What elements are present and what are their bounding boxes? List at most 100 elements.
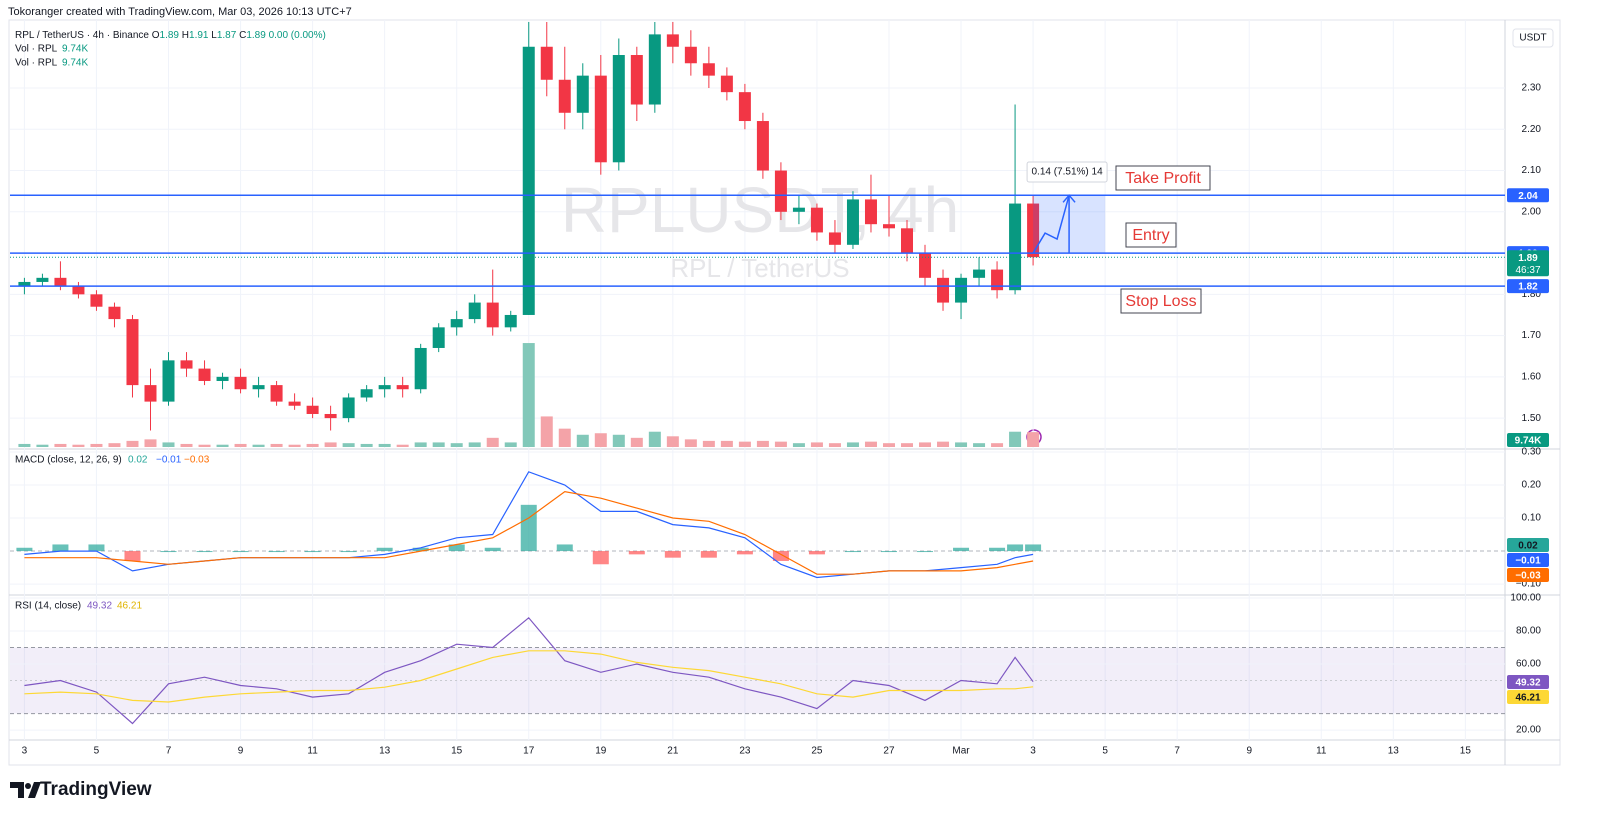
- volume-bar: [522, 343, 535, 447]
- x-tick-label: 9: [1246, 746, 1252, 757]
- candle-body: [846, 199, 859, 245]
- volume-bar: [991, 443, 1004, 447]
- legend-ohlc-label: H: [182, 30, 189, 41]
- volume-bar: [846, 442, 859, 447]
- legend-ohlc-value: 1.91: [189, 30, 209, 41]
- candle-body: [882, 224, 895, 229]
- axis-value-label: 0.02: [1518, 541, 1538, 552]
- candle-body: [486, 302, 499, 328]
- rsi-line: [24, 650, 1034, 703]
- volume-bar: [666, 436, 679, 447]
- candle-body: [576, 75, 589, 113]
- histogram-bar: [304, 551, 321, 553]
- candle-body: [18, 281, 31, 287]
- candle-body: [180, 360, 193, 369]
- projection-arrow: [1032, 195, 1070, 254]
- annotation-label: Entry: [1132, 227, 1169, 244]
- candle-body: [126, 319, 139, 386]
- annotation-box: [1115, 165, 1211, 191]
- level-price-label-box: [1507, 188, 1549, 203]
- volume-bar: [828, 443, 841, 447]
- volume-bar: [306, 443, 319, 447]
- volume-bar: [919, 442, 932, 447]
- histogram-bar: [124, 551, 141, 561]
- macd-line: [24, 490, 1034, 575]
- last-price-label: 1.89: [1518, 253, 1538, 264]
- candle-body: [864, 199, 877, 225]
- volume-bar: [576, 434, 589, 447]
- currency-box: [1512, 28, 1554, 48]
- annotation-box: [1120, 288, 1202, 314]
- x-tick-label: 25: [811, 746, 823, 757]
- candle-body: [648, 34, 661, 105]
- histogram-bar: [556, 544, 573, 552]
- x-tick-label: 27: [883, 746, 895, 757]
- x-tick-label: 3: [22, 746, 28, 757]
- volume-bar: [18, 443, 31, 447]
- volume-bar: [108, 443, 121, 447]
- histogram-bar: [520, 504, 537, 552]
- volume-bar: [252, 444, 265, 447]
- candle-body: [378, 385, 391, 390]
- candle-body: [270, 385, 283, 402]
- volume-legend-value: 9.74K: [62, 58, 88, 69]
- volume-bar: [342, 443, 355, 447]
- candle-body: [612, 55, 625, 163]
- x-tick-label: 19: [595, 746, 607, 757]
- volume-bar: [684, 439, 697, 447]
- candle-body: [108, 306, 121, 320]
- candle-body: [432, 327, 445, 348]
- logo-icon: [10, 782, 41, 798]
- axis-value-label-box: [1507, 538, 1549, 552]
- indicator-title: RSI (14, close): [15, 601, 81, 612]
- y-tick-label: 20.00: [1516, 725, 1541, 736]
- histogram-bar: [953, 547, 970, 552]
- axis-value-label-box: [1507, 553, 1549, 567]
- legend-title: RPL / TetherUS · 4h · Binance: [15, 30, 149, 41]
- logo-dot: [25, 783, 31, 789]
- y-tick-label: 1.80: [1522, 289, 1542, 300]
- candle-body: [306, 405, 319, 414]
- volume-bar: [901, 443, 913, 447]
- frame: [8, 19, 1561, 766]
- header-text: Tokoranger created with TradingView.com,…: [8, 6, 352, 18]
- volume-bar: [396, 444, 409, 447]
- legend-ohlc-value: 1.87: [217, 30, 237, 41]
- axis-value-label-box: [1507, 568, 1549, 582]
- currency-label: USDT: [1519, 33, 1546, 44]
- volume-bar: [612, 434, 625, 447]
- volume-bar: [288, 444, 301, 447]
- x-tick-label: 7: [166, 746, 172, 757]
- histogram-bar: [448, 544, 465, 552]
- volume-bar: [558, 428, 571, 447]
- candle-body: [558, 79, 571, 113]
- candle-body: [450, 319, 463, 328]
- legend-value: 46.21: [117, 601, 142, 612]
- candle-body: [342, 397, 355, 419]
- y-tick-label: 1.70: [1522, 330, 1542, 341]
- annotation-label: Take Profit: [1125, 170, 1201, 187]
- axis-value-label-box: [1507, 690, 1549, 704]
- x-tick-label: 7: [1174, 746, 1180, 757]
- rsi-line: [24, 616, 1034, 725]
- volume-bar: [216, 444, 229, 447]
- volume-bar: [720, 440, 733, 447]
- volume-bar: [270, 443, 283, 447]
- histogram-bar: [808, 551, 825, 555]
- volume-bar: [937, 441, 950, 447]
- legend-value: −0.03: [184, 455, 210, 466]
- candle-body: [792, 207, 805, 212]
- indicator-title: MACD (close, 12, 26, 9): [15, 455, 122, 466]
- volume-bar: [774, 441, 787, 447]
- legend-ohlc-label: O: [152, 30, 160, 41]
- annotation-box: [1125, 222, 1177, 248]
- histogram-bar: [1007, 544, 1024, 552]
- candle-body: [144, 385, 157, 402]
- histogram-bar: [628, 551, 645, 555]
- candle-body: [162, 360, 175, 402]
- legend-ohlc-label: C: [239, 30, 246, 41]
- histogram-bar: [232, 551, 249, 553]
- volume-bar: [126, 440, 139, 447]
- candle-body: [504, 314, 517, 328]
- volume-bar: [324, 442, 337, 447]
